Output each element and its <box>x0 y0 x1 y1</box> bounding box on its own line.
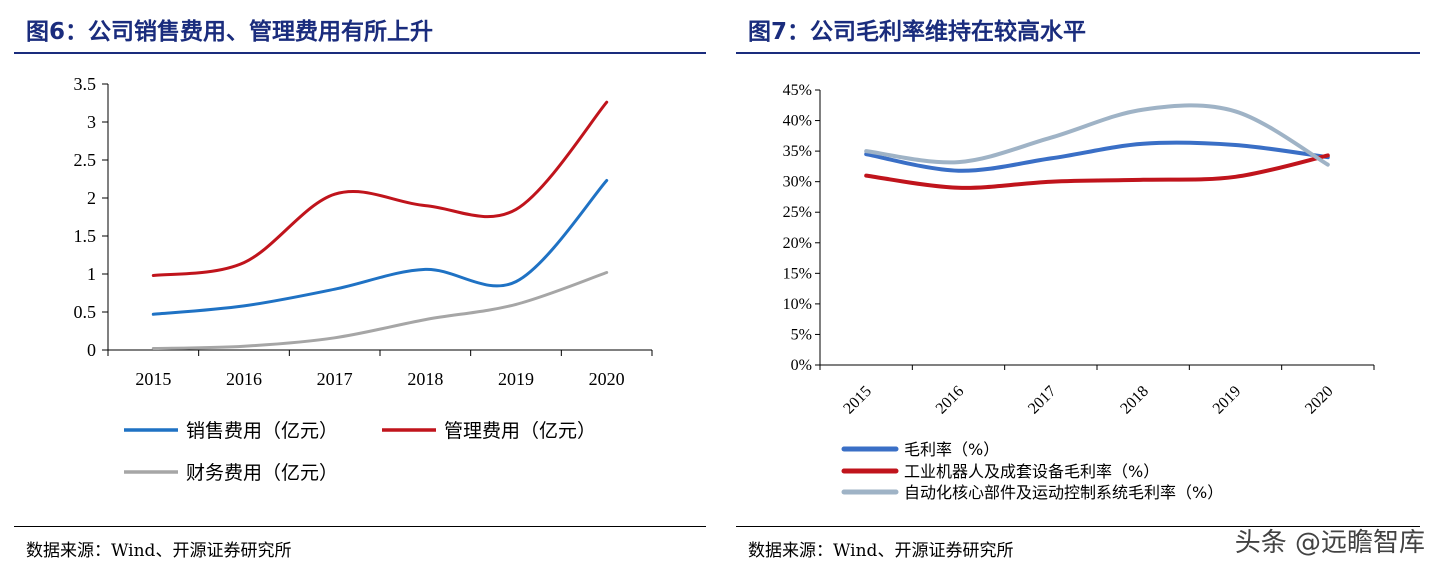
y-tick-label: 30% <box>783 174 812 191</box>
left-figure-panel: 图6：公司销售费用、管理费用有所上升 0 0.5 1 1.5 2 2.5 3 3.5 2015 2… <box>14 0 706 577</box>
x-tick-label: 2017 <box>1025 383 1060 418</box>
x-tick-label: 2018 <box>407 369 443 389</box>
watermark-text: 头条 @远瞻智库 <box>1234 528 1425 558</box>
x-tick-label: 2019 <box>1210 383 1245 418</box>
y-tick-label: 15% <box>783 265 812 282</box>
y-tick-label: 0.5 <box>74 302 97 322</box>
x-tick-label: 2017 <box>317 369 353 389</box>
series-line-3 <box>151 271 609 350</box>
legend-label-3: 财务费用（亿元） <box>186 462 338 484</box>
x-tick-label: 2015 <box>135 369 171 389</box>
legend-label-3: 自动化核心部件及运动控制系统毛利率（%） <box>904 483 1223 502</box>
y-tick-label: 3 <box>87 112 96 132</box>
series-line-1 <box>151 179 609 316</box>
series-line-1 <box>864 140 1330 173</box>
right-chart: 0% 5% 10% 15% 20% 25% 30% 35% 40% 45% 2015 2016 2017… <box>783 82 1375 502</box>
left-bottom-rule <box>14 526 706 527</box>
series-line-2 <box>864 153 1330 190</box>
x-tick-label: 2016 <box>226 369 262 389</box>
series-line-2 <box>151 100 609 277</box>
legend-label-1: 毛利率（%） <box>904 440 999 459</box>
y-tick-label: 0 <box>87 340 96 360</box>
right-figure-panel: 图7：公司毛利率维持在较高水平 0% 5% 10% 15% 20% 25% 30% 35% 40… <box>736 0 1420 577</box>
left-source-note: 数据来源：Wind、开源证券研究所 <box>26 541 292 561</box>
y-tick-label: 10% <box>783 296 812 313</box>
y-tick-label: 0% <box>791 357 812 374</box>
right-source-note: 数据来源：Wind、开源证券研究所 <box>748 541 1014 561</box>
y-tick-label: 1.5 <box>74 226 97 246</box>
x-tick-label: 2016 <box>933 383 968 418</box>
y-tick-label: 40% <box>783 113 812 130</box>
right-bottom-rule <box>736 526 1420 527</box>
y-tick-label: 2 <box>87 188 96 208</box>
right-title-rule <box>736 52 1420 54</box>
x-tick-label: 2015 <box>840 383 875 418</box>
series-line-3 <box>864 103 1330 167</box>
x-tick-label: 2020 <box>589 369 625 389</box>
y-tick-label: 1 <box>87 264 96 284</box>
x-tick-label: 2020 <box>1302 383 1337 418</box>
legend-label-1: 销售费用（亿元） <box>186 420 338 442</box>
y-tick-label: 3.5 <box>74 74 97 94</box>
y-tick-label: 5% <box>791 326 812 343</box>
x-tick-label: 2019 <box>498 369 534 389</box>
y-tick-label: 25% <box>783 204 812 221</box>
right-figure-title: 图7：公司毛利率维持在较高水平 <box>748 19 1087 45</box>
legend-label-2: 管理费用（亿元） <box>444 420 596 442</box>
y-tick-label: 35% <box>783 143 812 160</box>
left-figure-title: 图6：公司销售费用、管理费用有所上升 <box>26 19 434 45</box>
left-chart: 0 0.5 1 1.5 2 2.5 3 3.5 2015 2016 2017 2018 2019 2020… <box>74 74 653 484</box>
legend-label-2: 工业机器人及成套设备毛利率（%） <box>904 462 1159 481</box>
left-title-rule <box>14 52 706 54</box>
x-tick-label: 2018 <box>1117 383 1152 418</box>
y-tick-label: 2.5 <box>74 150 97 170</box>
y-tick-label: 45% <box>783 82 812 99</box>
y-tick-label: 20% <box>783 235 812 252</box>
